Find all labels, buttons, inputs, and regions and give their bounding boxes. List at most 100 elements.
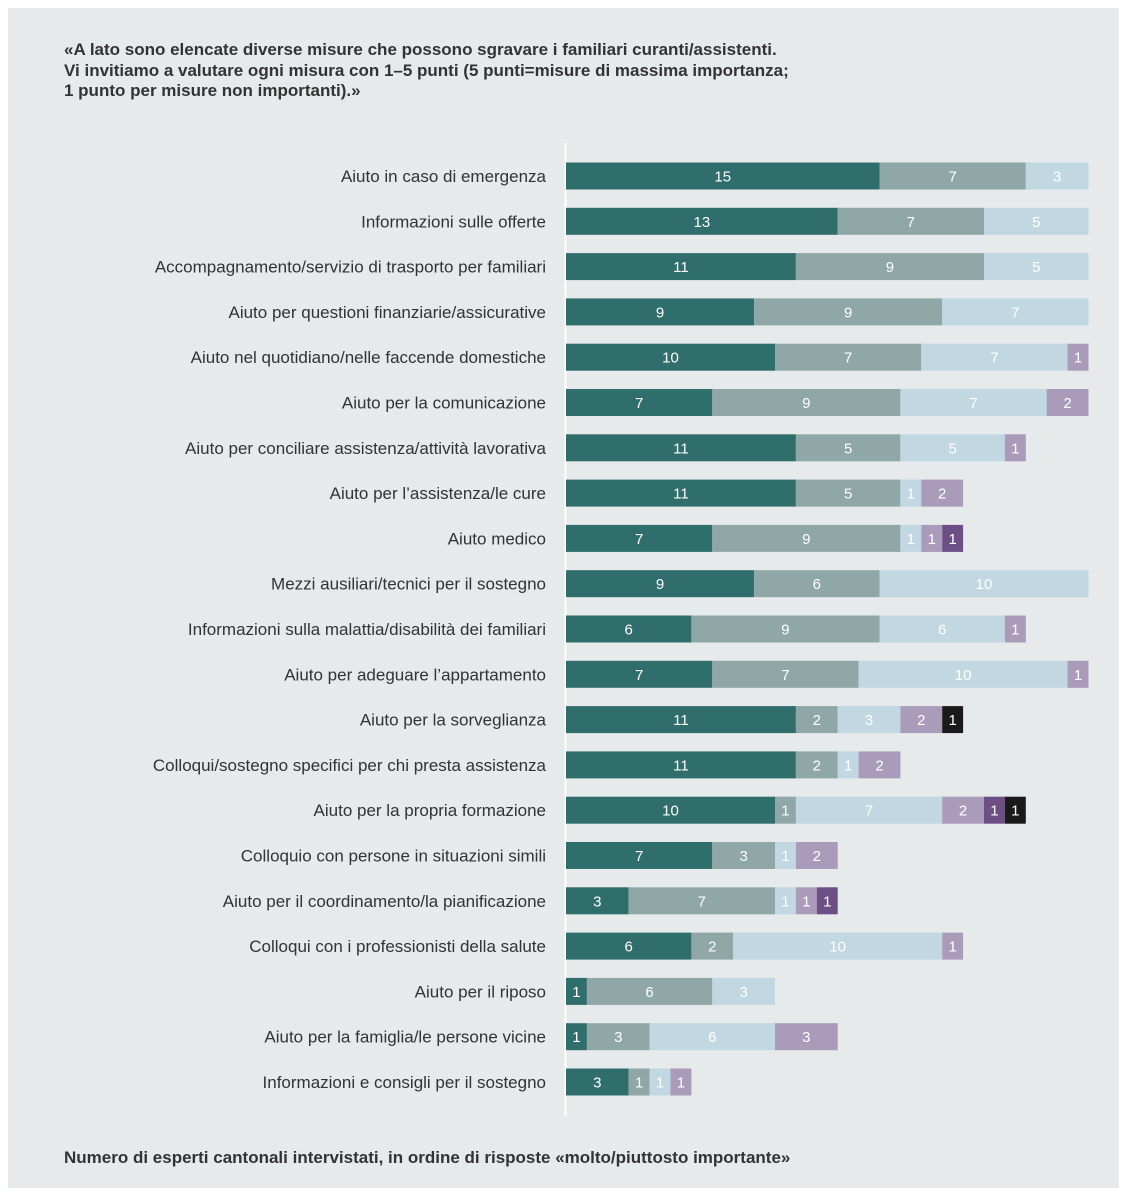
bar-segment bbox=[586, 977, 713, 1005]
bar-value-label: 9 bbox=[802, 531, 810, 548]
bar-value-label: 7 bbox=[635, 531, 643, 548]
bar-value-label: 1 bbox=[802, 893, 810, 910]
bar-value-label: 10 bbox=[829, 939, 846, 956]
bar-value-label: 2 bbox=[1063, 395, 1071, 412]
bar-segment bbox=[775, 343, 922, 371]
bar-segment bbox=[754, 570, 880, 598]
bar-segment bbox=[566, 1023, 587, 1051]
bar-value-label: 7 bbox=[907, 214, 915, 231]
bar-value-label: 1 bbox=[781, 893, 789, 910]
bar-value-label: 7 bbox=[990, 350, 998, 367]
bar-segment bbox=[566, 524, 713, 552]
bar-value-label: 5 bbox=[844, 440, 852, 457]
bar-segment bbox=[942, 706, 964, 734]
bar-value-label: 1 bbox=[1074, 350, 1082, 367]
bar-segment bbox=[566, 479, 796, 507]
category-label: Aiuto per la famiglia/le persone vicine bbox=[264, 1028, 546, 1047]
bar-segment bbox=[566, 932, 692, 960]
bar-segment bbox=[712, 660, 859, 688]
bar-value-label: 1 bbox=[781, 803, 789, 820]
bar-value-label: 3 bbox=[593, 1075, 601, 1092]
bar-value-label: 5 bbox=[844, 486, 852, 503]
bar-segment bbox=[712, 389, 901, 416]
bar-value-label: 1 bbox=[907, 486, 915, 503]
bar-value-label: 5 bbox=[1032, 259, 1040, 276]
bar-value-label: 15 bbox=[714, 169, 731, 186]
bar-value-label: 3 bbox=[802, 1029, 810, 1046]
bar-value-label: 3 bbox=[739, 848, 747, 865]
bar-segment bbox=[795, 887, 817, 915]
bar-segment bbox=[942, 298, 1089, 326]
chart-title: «A lato sono elencate diverse misure che… bbox=[64, 40, 789, 100]
bar-value-label: 10 bbox=[955, 667, 972, 684]
bar-value-label: 7 bbox=[698, 893, 706, 910]
bar-segment bbox=[837, 751, 859, 779]
bar-segment bbox=[566, 660, 713, 688]
category-label: Colloqui con i professionisti della salu… bbox=[249, 937, 546, 956]
bar-segment bbox=[649, 1068, 671, 1096]
bar-value-label: 6 bbox=[625, 622, 633, 639]
bar-segment bbox=[921, 343, 1068, 371]
bar-value-label: 2 bbox=[708, 939, 716, 956]
bar-value-label: 7 bbox=[635, 667, 643, 684]
bar-segment bbox=[1025, 162, 1089, 190]
bar-value-label: 1 bbox=[781, 848, 789, 865]
bar-segment bbox=[1004, 434, 1026, 462]
bar-segment bbox=[1067, 660, 1089, 688]
bar-value-label: 1 bbox=[572, 984, 580, 1001]
bar-segment bbox=[628, 887, 775, 915]
bar-value-label: 2 bbox=[813, 757, 821, 774]
category-label: Aiuto per conciliare assistenza/attività… bbox=[185, 439, 546, 458]
bar-segment bbox=[775, 796, 796, 824]
bar-value-label: 1 bbox=[677, 1075, 685, 1092]
bar-value-label: 10 bbox=[662, 350, 679, 367]
bar-segment bbox=[566, 1068, 629, 1096]
bar-value-label: 13 bbox=[694, 214, 711, 231]
bar-value-label: 7 bbox=[969, 395, 977, 412]
bar-segment bbox=[942, 524, 964, 552]
bar-segment bbox=[921, 524, 943, 552]
bar-segment bbox=[795, 434, 901, 462]
bar-value-label: 7 bbox=[635, 395, 643, 412]
category-label: Aiuto per la comunicazione bbox=[342, 394, 546, 413]
bar-value-label: 1 bbox=[635, 1075, 643, 1092]
bar-value-label: 1 bbox=[928, 531, 936, 548]
bar-value-label: 9 bbox=[781, 622, 789, 639]
bar-value-label: 1 bbox=[844, 757, 852, 774]
bar-segment bbox=[712, 842, 775, 869]
bar-value-label: 3 bbox=[593, 893, 601, 910]
bar-segment bbox=[775, 887, 796, 915]
bar-segment bbox=[566, 343, 775, 371]
bar-segment bbox=[795, 751, 838, 779]
bar-value-label: 2 bbox=[813, 712, 821, 729]
bar-segment bbox=[900, 434, 1005, 462]
bar-segment bbox=[754, 298, 943, 326]
bar-value-label: 6 bbox=[625, 939, 633, 956]
bar-segment bbox=[566, 162, 880, 190]
bar-value-label: 3 bbox=[1053, 169, 1061, 186]
bar-segment bbox=[775, 842, 796, 869]
bar-value-label: 10 bbox=[662, 803, 679, 820]
bar-segment bbox=[1067, 343, 1089, 371]
bar-value-label: 2 bbox=[938, 486, 946, 503]
bar-value-label: 2 bbox=[875, 757, 883, 774]
bar-value-label: 1 bbox=[1074, 667, 1082, 684]
bar-segment bbox=[566, 615, 692, 643]
bar-segment bbox=[984, 207, 1089, 235]
bar-segment bbox=[837, 207, 984, 235]
bar-segment bbox=[566, 751, 796, 779]
chart-panel bbox=[8, 8, 1119, 1188]
bar-segment bbox=[586, 1023, 650, 1051]
bar-value-label: 1 bbox=[1011, 440, 1019, 457]
bar-value-label: 2 bbox=[917, 712, 925, 729]
category-label: Aiuto per l’assistenza/le cure bbox=[330, 484, 546, 503]
bar-segment bbox=[900, 706, 943, 734]
bar-segment bbox=[879, 162, 1026, 190]
bar-segment bbox=[900, 479, 922, 507]
category-label: Aiuto medico bbox=[448, 529, 546, 548]
bar-value-label: 1 bbox=[907, 531, 915, 548]
bar-value-label: 7 bbox=[844, 350, 852, 367]
bar-segment bbox=[879, 615, 1005, 643]
bar-segment bbox=[795, 479, 901, 507]
bar-value-label: 6 bbox=[708, 1029, 716, 1046]
